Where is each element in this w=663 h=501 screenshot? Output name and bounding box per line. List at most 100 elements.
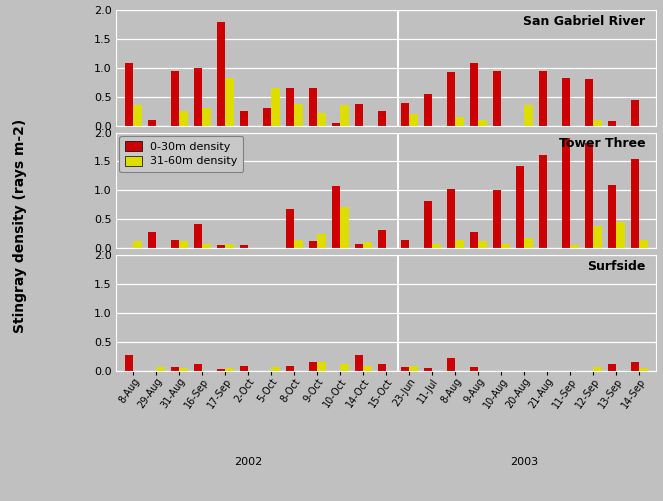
Bar: [317, 362, 326, 371]
Bar: [478, 120, 487, 126]
Bar: [271, 367, 280, 371]
Bar: [363, 242, 372, 248]
Bar: [409, 366, 418, 371]
Bar: [607, 121, 616, 126]
Text: San Gabriel River: San Gabriel River: [523, 15, 646, 28]
Bar: [332, 186, 340, 248]
Bar: [194, 364, 202, 371]
Bar: [616, 222, 625, 248]
Bar: [125, 355, 133, 371]
Bar: [593, 120, 601, 126]
Bar: [133, 241, 142, 248]
Bar: [194, 68, 202, 126]
Bar: [469, 232, 478, 248]
Bar: [524, 238, 532, 248]
Bar: [294, 104, 303, 126]
Bar: [378, 111, 386, 126]
Bar: [271, 88, 280, 126]
Bar: [355, 243, 363, 248]
Bar: [286, 366, 294, 371]
Bar: [469, 63, 478, 126]
Text: 2002: 2002: [234, 457, 263, 467]
Bar: [340, 364, 349, 371]
Legend: 0-30m density, 31-60m density: 0-30m density, 31-60m density: [119, 136, 243, 172]
Bar: [424, 368, 432, 371]
Bar: [424, 94, 432, 126]
Bar: [378, 229, 386, 248]
Bar: [332, 123, 340, 126]
Bar: [639, 368, 648, 371]
Bar: [400, 367, 409, 371]
Bar: [447, 189, 455, 248]
Bar: [424, 201, 432, 248]
Bar: [538, 154, 547, 248]
Bar: [179, 368, 188, 371]
Bar: [562, 78, 570, 126]
Bar: [355, 104, 363, 126]
Bar: [570, 245, 579, 248]
Bar: [171, 240, 179, 248]
Bar: [240, 111, 248, 126]
Bar: [447, 358, 455, 371]
Bar: [225, 78, 234, 126]
Bar: [217, 22, 225, 126]
Bar: [455, 117, 463, 126]
Bar: [340, 105, 349, 126]
Bar: [309, 241, 317, 248]
Bar: [469, 367, 478, 371]
Bar: [447, 73, 455, 126]
Text: Tower Three: Tower Three: [559, 137, 646, 150]
Bar: [286, 88, 294, 126]
Bar: [400, 239, 409, 248]
Bar: [639, 239, 648, 248]
Text: Stingray density (rays m-2): Stingray density (rays m-2): [13, 118, 27, 333]
Bar: [631, 159, 639, 248]
Bar: [538, 71, 547, 126]
Bar: [133, 105, 142, 126]
Text: 2003: 2003: [510, 457, 538, 467]
Bar: [225, 368, 234, 371]
Bar: [148, 232, 156, 248]
Bar: [171, 71, 179, 126]
Bar: [607, 184, 616, 248]
Bar: [593, 226, 601, 248]
Bar: [585, 79, 593, 126]
Bar: [148, 120, 156, 126]
Bar: [309, 362, 317, 371]
Bar: [294, 239, 303, 248]
Bar: [317, 113, 326, 126]
Bar: [409, 114, 418, 126]
Bar: [631, 100, 639, 126]
Bar: [217, 245, 225, 248]
Bar: [631, 362, 639, 371]
Bar: [202, 243, 211, 248]
Bar: [340, 206, 349, 248]
Bar: [194, 224, 202, 248]
Bar: [607, 364, 616, 371]
Text: Surfside: Surfside: [587, 260, 646, 273]
Bar: [501, 243, 510, 248]
Bar: [363, 366, 372, 371]
Bar: [478, 241, 487, 248]
Bar: [156, 367, 165, 371]
Bar: [562, 138, 570, 248]
Bar: [400, 103, 409, 126]
Bar: [240, 245, 248, 248]
Bar: [493, 71, 501, 126]
Bar: [585, 143, 593, 248]
Bar: [524, 105, 532, 126]
Bar: [309, 88, 317, 126]
Bar: [432, 243, 441, 248]
Bar: [317, 234, 326, 248]
Bar: [516, 166, 524, 248]
Bar: [240, 366, 248, 371]
Bar: [179, 111, 188, 126]
Bar: [179, 241, 188, 248]
Bar: [225, 243, 234, 248]
Bar: [593, 367, 601, 371]
Bar: [171, 367, 179, 371]
Bar: [286, 209, 294, 248]
Bar: [455, 239, 463, 248]
Bar: [125, 63, 133, 126]
Bar: [355, 355, 363, 371]
